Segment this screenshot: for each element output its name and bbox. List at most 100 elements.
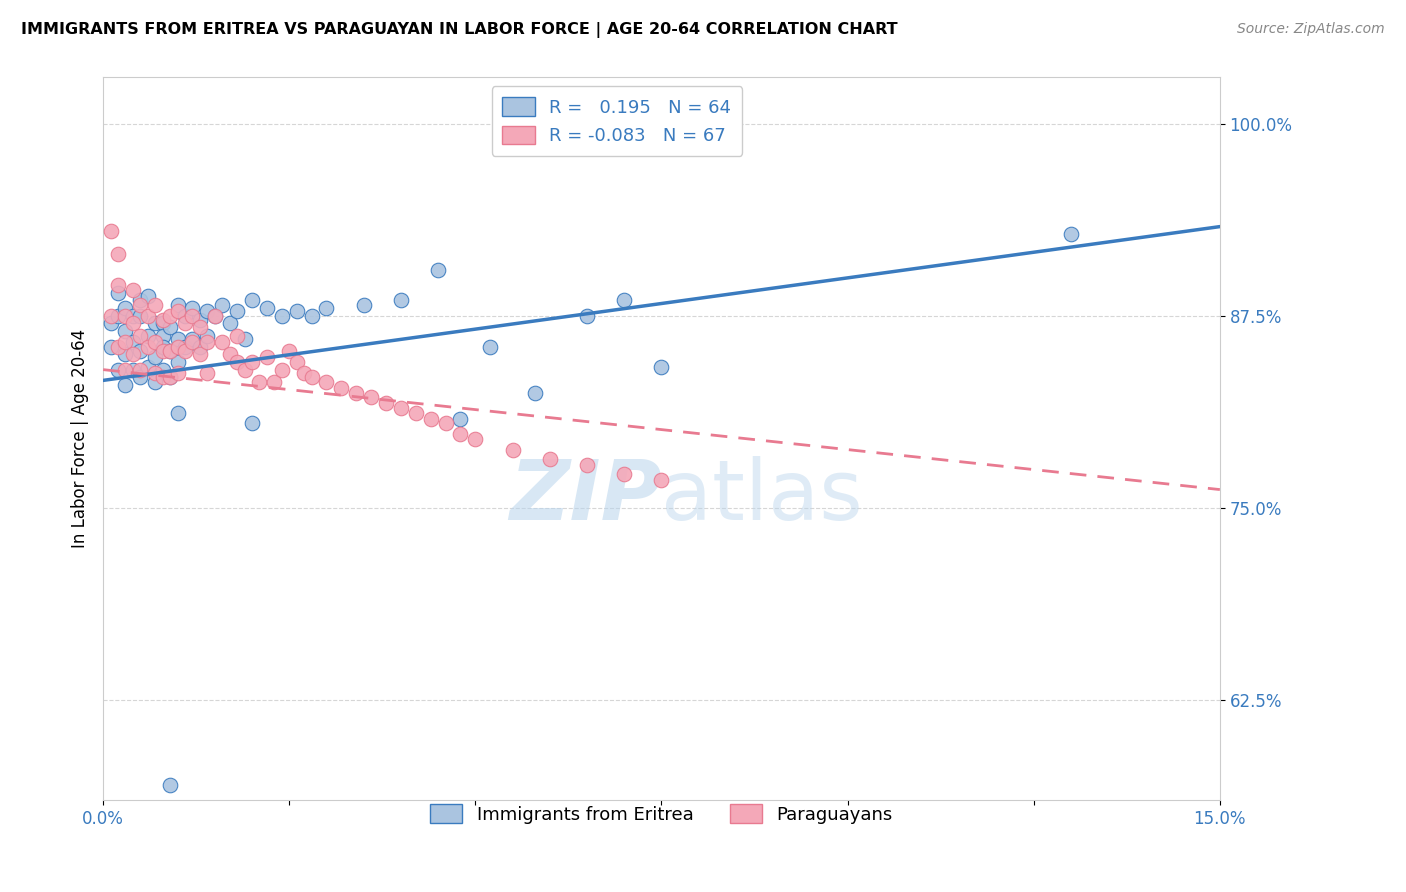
- Point: [114, 324, 136, 338]
- Point: [107, 247, 129, 261]
- Point: [330, 381, 353, 395]
- Point: [344, 385, 367, 400]
- Point: [256, 351, 278, 365]
- Point: [174, 309, 197, 323]
- Point: [159, 370, 181, 384]
- Point: [195, 366, 218, 380]
- Point: [218, 347, 240, 361]
- Point: [188, 340, 211, 354]
- Point: [143, 334, 166, 349]
- Point: [613, 467, 636, 482]
- Point: [360, 390, 382, 404]
- Point: [270, 362, 292, 376]
- Point: [136, 359, 159, 374]
- Point: [152, 344, 174, 359]
- Point: [315, 301, 337, 315]
- Point: [129, 362, 152, 376]
- Point: [233, 362, 256, 376]
- Point: [315, 375, 337, 389]
- Point: [195, 304, 218, 318]
- Point: [226, 304, 249, 318]
- Point: [100, 340, 122, 354]
- Text: ZIP: ZIP: [509, 456, 661, 537]
- Point: [650, 359, 672, 374]
- Point: [152, 340, 174, 354]
- Point: [613, 293, 636, 308]
- Point: [389, 293, 412, 308]
- Point: [114, 378, 136, 392]
- Point: [136, 328, 159, 343]
- Point: [270, 309, 292, 323]
- Point: [188, 313, 211, 327]
- Point: [122, 362, 145, 376]
- Point: [464, 432, 486, 446]
- Y-axis label: In Labor Force | Age 20-64: In Labor Force | Age 20-64: [72, 329, 89, 549]
- Point: [211, 298, 233, 312]
- Point: [538, 451, 561, 466]
- Point: [159, 319, 181, 334]
- Point: [152, 313, 174, 327]
- Point: [129, 293, 152, 308]
- Point: [292, 366, 315, 380]
- Text: IMMIGRANTS FROM ERITREA VS PARAGUAYAN IN LABOR FORCE | AGE 20-64 CORRELATION CHA: IMMIGRANTS FROM ERITREA VS PARAGUAYAN IN…: [21, 22, 897, 38]
- Point: [181, 309, 204, 323]
- Point: [166, 332, 188, 346]
- Point: [166, 366, 188, 380]
- Point: [240, 417, 263, 431]
- Point: [249, 375, 271, 389]
- Point: [159, 370, 181, 384]
- Point: [100, 317, 122, 331]
- Point: [129, 344, 152, 359]
- Point: [576, 458, 599, 472]
- Point: [129, 298, 152, 312]
- Point: [285, 304, 308, 318]
- Point: [114, 362, 136, 376]
- Point: [195, 334, 218, 349]
- Point: [188, 319, 211, 334]
- Point: [301, 309, 323, 323]
- Point: [166, 406, 188, 420]
- Point: [218, 317, 240, 331]
- Point: [122, 317, 145, 331]
- Point: [181, 332, 204, 346]
- Point: [122, 283, 145, 297]
- Legend: Immigrants from Eritrea, Paraguayans: Immigrants from Eritrea, Paraguayans: [419, 794, 904, 835]
- Point: [122, 309, 145, 323]
- Point: [143, 351, 166, 365]
- Point: [136, 340, 159, 354]
- Point: [195, 328, 218, 343]
- Point: [188, 347, 211, 361]
- Point: [107, 285, 129, 300]
- Point: [419, 412, 441, 426]
- Point: [143, 317, 166, 331]
- Point: [166, 304, 188, 318]
- Point: [114, 301, 136, 315]
- Point: [129, 328, 152, 343]
- Point: [181, 334, 204, 349]
- Point: [450, 412, 472, 426]
- Point: [107, 362, 129, 376]
- Point: [263, 375, 285, 389]
- Point: [129, 309, 152, 323]
- Text: Source: ZipAtlas.com: Source: ZipAtlas.com: [1237, 22, 1385, 37]
- Point: [152, 317, 174, 331]
- Point: [278, 344, 301, 359]
- Point: [434, 417, 457, 431]
- Point: [114, 309, 136, 323]
- Text: atlas: atlas: [661, 456, 863, 537]
- Point: [159, 309, 181, 323]
- Point: [226, 355, 249, 369]
- Point: [650, 474, 672, 488]
- Point: [152, 370, 174, 384]
- Point: [211, 334, 233, 349]
- Point: [166, 340, 188, 354]
- Point: [166, 355, 188, 369]
- Point: [166, 298, 188, 312]
- Point: [136, 289, 159, 303]
- Point: [450, 427, 472, 442]
- Point: [204, 309, 226, 323]
- Point: [107, 278, 129, 293]
- Point: [122, 347, 145, 361]
- Point: [523, 385, 546, 400]
- Point: [240, 293, 263, 308]
